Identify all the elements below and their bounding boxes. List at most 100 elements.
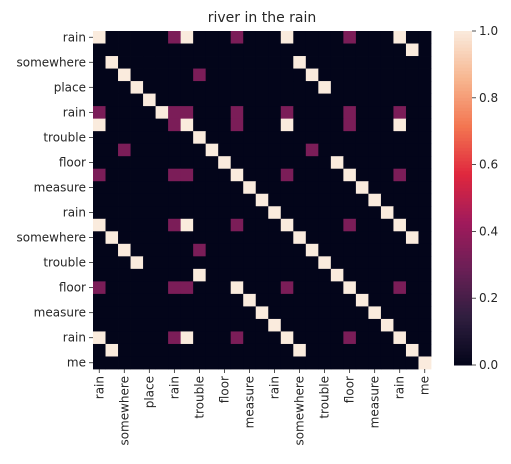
- heatmap-cell: [255, 93, 269, 107]
- heatmap-cell: [143, 118, 156, 132]
- heatmap-cell: [180, 68, 194, 82]
- heatmap-cell: [405, 106, 419, 120]
- heatmap-cell: [118, 156, 131, 170]
- heatmap-cell: [218, 56, 232, 69]
- heatmap-cell: [268, 231, 282, 245]
- heatmap-cell: [180, 156, 194, 170]
- chart-title: river in the rain: [208, 10, 317, 26]
- heatmap-cell: [405, 156, 419, 170]
- heatmap-cell: [305, 256, 319, 270]
- heatmap-cell: [268, 68, 282, 82]
- heatmap-cell: [355, 293, 369, 307]
- heatmap-cell: [93, 193, 106, 207]
- heatmap-cell: [393, 206, 407, 220]
- heatmap-cell: [405, 281, 419, 295]
- heatmap-cell: [168, 356, 182, 370]
- heatmap-cell: [305, 281, 319, 295]
- heatmap-cell: [405, 256, 419, 270]
- heatmap-cell: [355, 156, 369, 170]
- heatmap-cell: [143, 218, 156, 232]
- heatmap-cell: [368, 268, 382, 282]
- heatmap-cell: [105, 193, 119, 207]
- heatmap-cell: [380, 43, 394, 57]
- heatmap-cell: [330, 343, 344, 357]
- heatmap-cell: [193, 181, 207, 195]
- heatmap-cell: [143, 318, 156, 332]
- heatmap-cell: [230, 131, 244, 145]
- heatmap-cell: [93, 306, 106, 320]
- heatmap-cell: [205, 56, 219, 69]
- heatmap-cell: [130, 193, 144, 207]
- colorbar-segment: [454, 264, 472, 269]
- heatmap-cell: [355, 31, 369, 44]
- heatmap-cell: [305, 31, 319, 44]
- heatmap-cell: [118, 293, 131, 307]
- heatmap-cell: [343, 193, 357, 207]
- colorbar-segment: [454, 154, 472, 159]
- heatmap-cell: [268, 118, 282, 132]
- colorbar: 0.0 0.2 0.4 0.6 0.8 1.0: [454, 24, 498, 372]
- colorbar-segment: [454, 54, 472, 59]
- heatmap-cell: [355, 356, 369, 370]
- heatmap-cell: [418, 156, 432, 170]
- heatmap-cell: [293, 331, 307, 345]
- heatmap-cell: [105, 68, 119, 82]
- colorbar-segment: [454, 167, 472, 172]
- heatmap-cell: [118, 306, 131, 320]
- heatmap-cell: [130, 143, 144, 157]
- heatmap-cell: [368, 168, 382, 182]
- colorbar-segment: [454, 184, 472, 189]
- heatmap-cell: [255, 306, 269, 320]
- heatmap-cell: [380, 268, 394, 282]
- heatmap-cell: [193, 106, 207, 120]
- heatmap-cell: [280, 268, 294, 282]
- heatmap-cell: [355, 43, 369, 57]
- colorbar-segment: [454, 151, 472, 156]
- heatmap-cell: [343, 206, 357, 220]
- heatmap-cell: [243, 131, 257, 145]
- colorbar-segment: [454, 61, 472, 65]
- colorbar-segment: [454, 171, 472, 176]
- colorbar-segment: [454, 341, 472, 346]
- heatmap-cell: [118, 31, 131, 44]
- heatmap-cell: [418, 106, 432, 120]
- heatmap-cell: [230, 268, 244, 282]
- heatmap-cell: [380, 343, 394, 357]
- heatmap-cell: [105, 181, 119, 195]
- heatmap-cell: [343, 68, 357, 82]
- heatmap-cell: [168, 318, 182, 332]
- heatmap-cell: [368, 143, 382, 157]
- heatmap-cell: [105, 43, 119, 57]
- heatmap-cell: [305, 181, 319, 195]
- colorbar-segment: [454, 64, 472, 69]
- heatmap-cell: [180, 206, 194, 220]
- heatmap-cell: [205, 281, 219, 295]
- heatmap-cell: [230, 31, 244, 44]
- heatmap-cell: [343, 56, 357, 69]
- heatmap-cell: [393, 218, 407, 232]
- heatmap-cell: [168, 193, 182, 207]
- heatmap-cell: [343, 306, 357, 320]
- heatmap-cell: [280, 231, 294, 245]
- heatmap-cell: [268, 156, 282, 170]
- heatmap-cell: [330, 181, 344, 195]
- heatmap-cell: [205, 68, 219, 82]
- heatmap-cell: [255, 168, 269, 182]
- heatmap-cell: [130, 168, 144, 182]
- heatmap-cell: [155, 318, 169, 332]
- heatmap-cell: [280, 93, 294, 107]
- heatmap-cell: [380, 156, 394, 170]
- heatmap-cell: [318, 206, 332, 220]
- heatmap-cell: [318, 243, 332, 257]
- heatmap-cell: [130, 281, 144, 295]
- heatmap-cell: [380, 206, 394, 220]
- heatmap-cell: [143, 81, 156, 94]
- heatmap-cell: [93, 43, 106, 57]
- heatmap-cell: [393, 43, 407, 57]
- heatmap-cell: [280, 356, 294, 370]
- heatmap-cell: [355, 331, 369, 345]
- heatmap-cell: [368, 331, 382, 345]
- heatmap-cell: [405, 243, 419, 257]
- heatmap-cell: [155, 118, 169, 132]
- heatmap-cell: [180, 143, 194, 157]
